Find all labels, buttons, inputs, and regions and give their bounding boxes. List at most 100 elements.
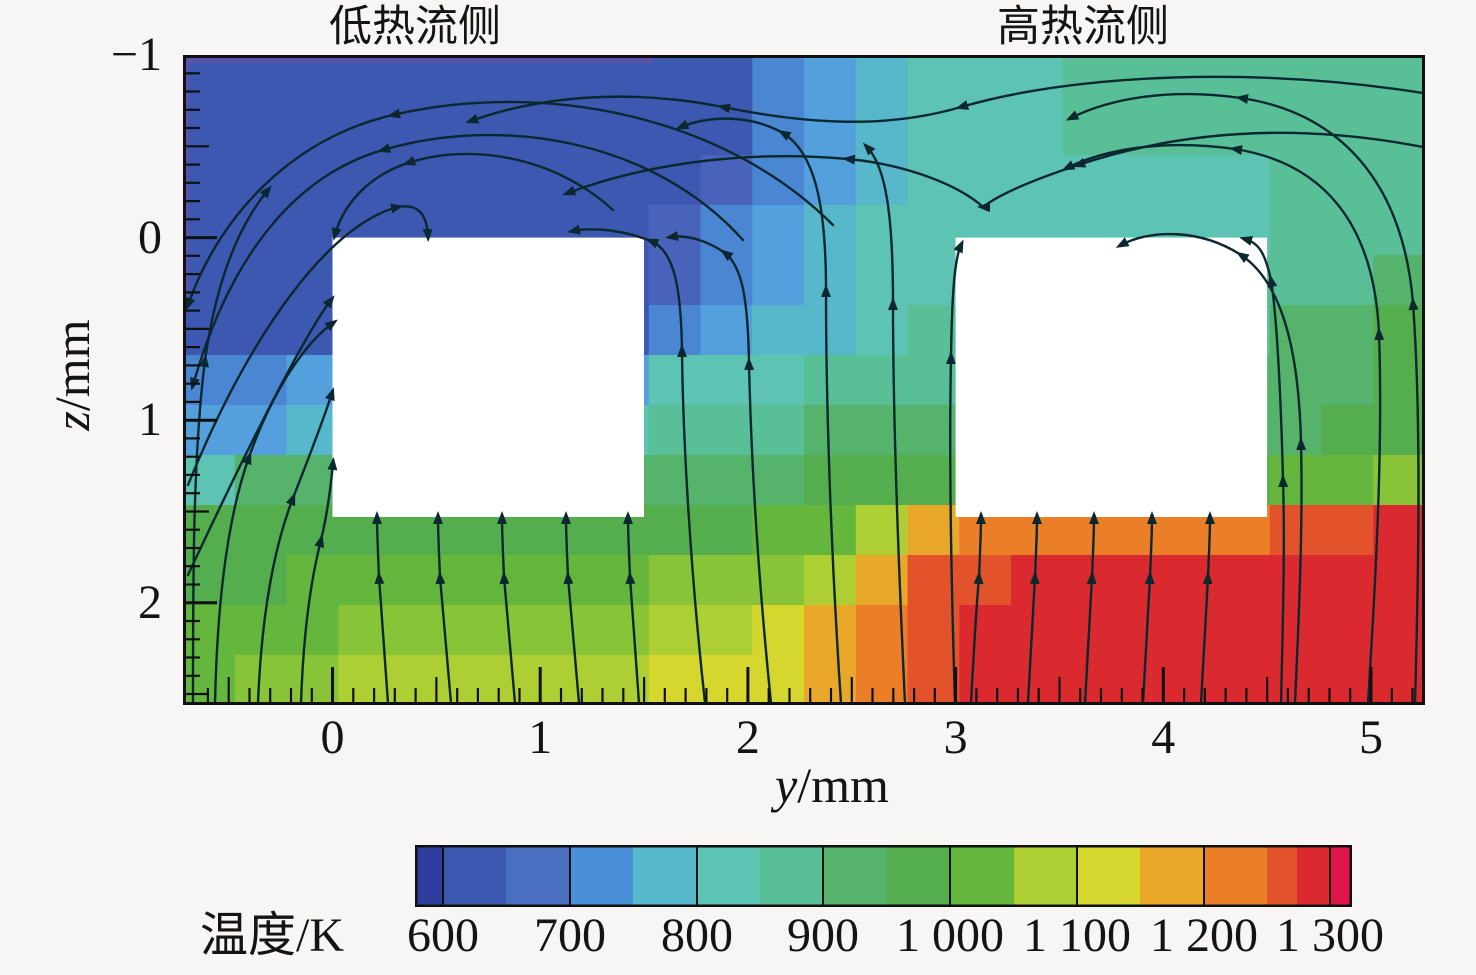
temperature-cell	[804, 205, 857, 256]
temperature-cell	[855, 55, 909, 106]
temperature-cell	[1218, 555, 1271, 606]
temperature-cell	[752, 455, 805, 506]
temperature-cell	[804, 555, 857, 606]
streamline	[1065, 92, 1420, 705]
temperature-cell	[1166, 655, 1219, 705]
temperature-cell	[959, 555, 1012, 606]
temperature-cell	[390, 605, 443, 656]
temperature-cell	[390, 55, 443, 106]
colorbar-tick-label: 1 100	[1023, 909, 1131, 962]
temperature-cell	[959, 605, 1012, 656]
colorbar-segment	[1077, 845, 1141, 907]
temperature-cell	[234, 355, 288, 406]
streamline	[465, 75, 1425, 124]
temperature-cell	[648, 205, 702, 256]
temperature-cell	[441, 155, 495, 206]
temperature-cell	[907, 355, 960, 406]
temperature-cell	[183, 405, 236, 456]
temperature-cell	[1321, 55, 1374, 106]
temperature-cell	[1321, 555, 1374, 606]
temperature-cell	[700, 505, 753, 556]
streamline	[256, 387, 335, 705]
temperature-cell	[752, 205, 805, 256]
colorbar-tick-label: 700	[534, 909, 606, 962]
temperature-cell	[1166, 555, 1219, 606]
z-axis-symbol: z	[44, 411, 100, 431]
y-tick-label: 5	[1359, 711, 1383, 764]
x-axis-title: y/mm	[775, 760, 889, 810]
temperature-cell	[545, 655, 598, 705]
streamline	[331, 152, 615, 241]
temperature-cell	[183, 655, 236, 705]
temperature-cell	[855, 205, 909, 256]
temperature-cell	[1269, 455, 1323, 506]
temperature-cell	[1166, 155, 1219, 206]
temperature-cell	[804, 55, 857, 106]
temperature-cell	[855, 405, 909, 456]
colorbar-segment	[1267, 845, 1298, 907]
temperature-cell	[700, 205, 753, 256]
streamline	[191, 185, 272, 705]
colorbar-segment	[1297, 845, 1331, 907]
temperature-cell	[338, 655, 391, 705]
temperature-cell	[959, 655, 1012, 705]
temperature-cell	[1269, 605, 1323, 656]
temperature-cell	[1114, 155, 1167, 206]
temperature-cell	[1218, 655, 1271, 705]
temperature-cell	[907, 405, 960, 456]
temperature-cell	[1321, 605, 1374, 656]
temperature-cell	[1011, 105, 1064, 156]
streamline	[1026, 511, 1042, 705]
temperature-cell	[1011, 605, 1064, 656]
temperature-cell	[1321, 505, 1374, 556]
temperature-cell	[390, 155, 443, 206]
temperature-cell	[959, 155, 1012, 206]
streamline	[561, 511, 581, 705]
temperature-cell	[234, 255, 288, 306]
temperature-cell	[648, 405, 702, 456]
z-tick-label: 1	[138, 393, 162, 447]
colorbar-segment	[443, 845, 507, 907]
temperature-cell	[855, 455, 909, 506]
z-axis-title: z/mm	[44, 319, 100, 431]
temperature-cell	[804, 305, 857, 356]
temperature-cell	[234, 105, 288, 156]
colorbar-gradient	[415, 845, 1352, 907]
temperature-cell	[183, 105, 236, 156]
temperature-cell	[855, 505, 909, 556]
temperature-cell	[390, 105, 443, 156]
temperature-cell	[752, 55, 805, 106]
temperature-cell	[907, 205, 960, 256]
temperature-cell	[183, 155, 236, 206]
temperature-cell	[1321, 155, 1374, 206]
temperature-cell	[183, 555, 236, 606]
temperature-cell	[1373, 655, 1425, 705]
colorbar-segment	[633, 845, 698, 907]
temperature-cell	[907, 455, 960, 506]
temperature-cell	[855, 655, 909, 705]
label-low-heat-flux-side: 低热流侧	[329, 4, 501, 51]
streamline	[1083, 511, 1099, 705]
temperature-cell	[700, 105, 753, 156]
streamline	[497, 511, 517, 705]
temperature-cell	[1062, 555, 1116, 606]
temperature-cell	[1269, 405, 1323, 456]
temperature-cell	[286, 155, 339, 206]
temperature-cell	[1373, 505, 1425, 556]
temperature-cell	[493, 605, 546, 656]
temperature-cell	[804, 105, 857, 156]
temperature-cell	[752, 355, 805, 406]
temperature-cell	[597, 105, 650, 156]
temperature-cell	[700, 555, 753, 606]
temperature-cell	[183, 605, 236, 656]
streamline	[1141, 511, 1157, 705]
temperature-cell	[1373, 305, 1425, 356]
temperature-cell	[1218, 605, 1271, 656]
temperature-cell	[390, 555, 443, 606]
temperature-cell	[752, 655, 805, 705]
temperature-cell	[441, 55, 495, 106]
temperature-cell	[1114, 605, 1167, 656]
temperature-cell	[907, 155, 960, 206]
temperature-cell	[1321, 305, 1374, 356]
colorbar-tick-label: 1 200	[1150, 909, 1258, 962]
